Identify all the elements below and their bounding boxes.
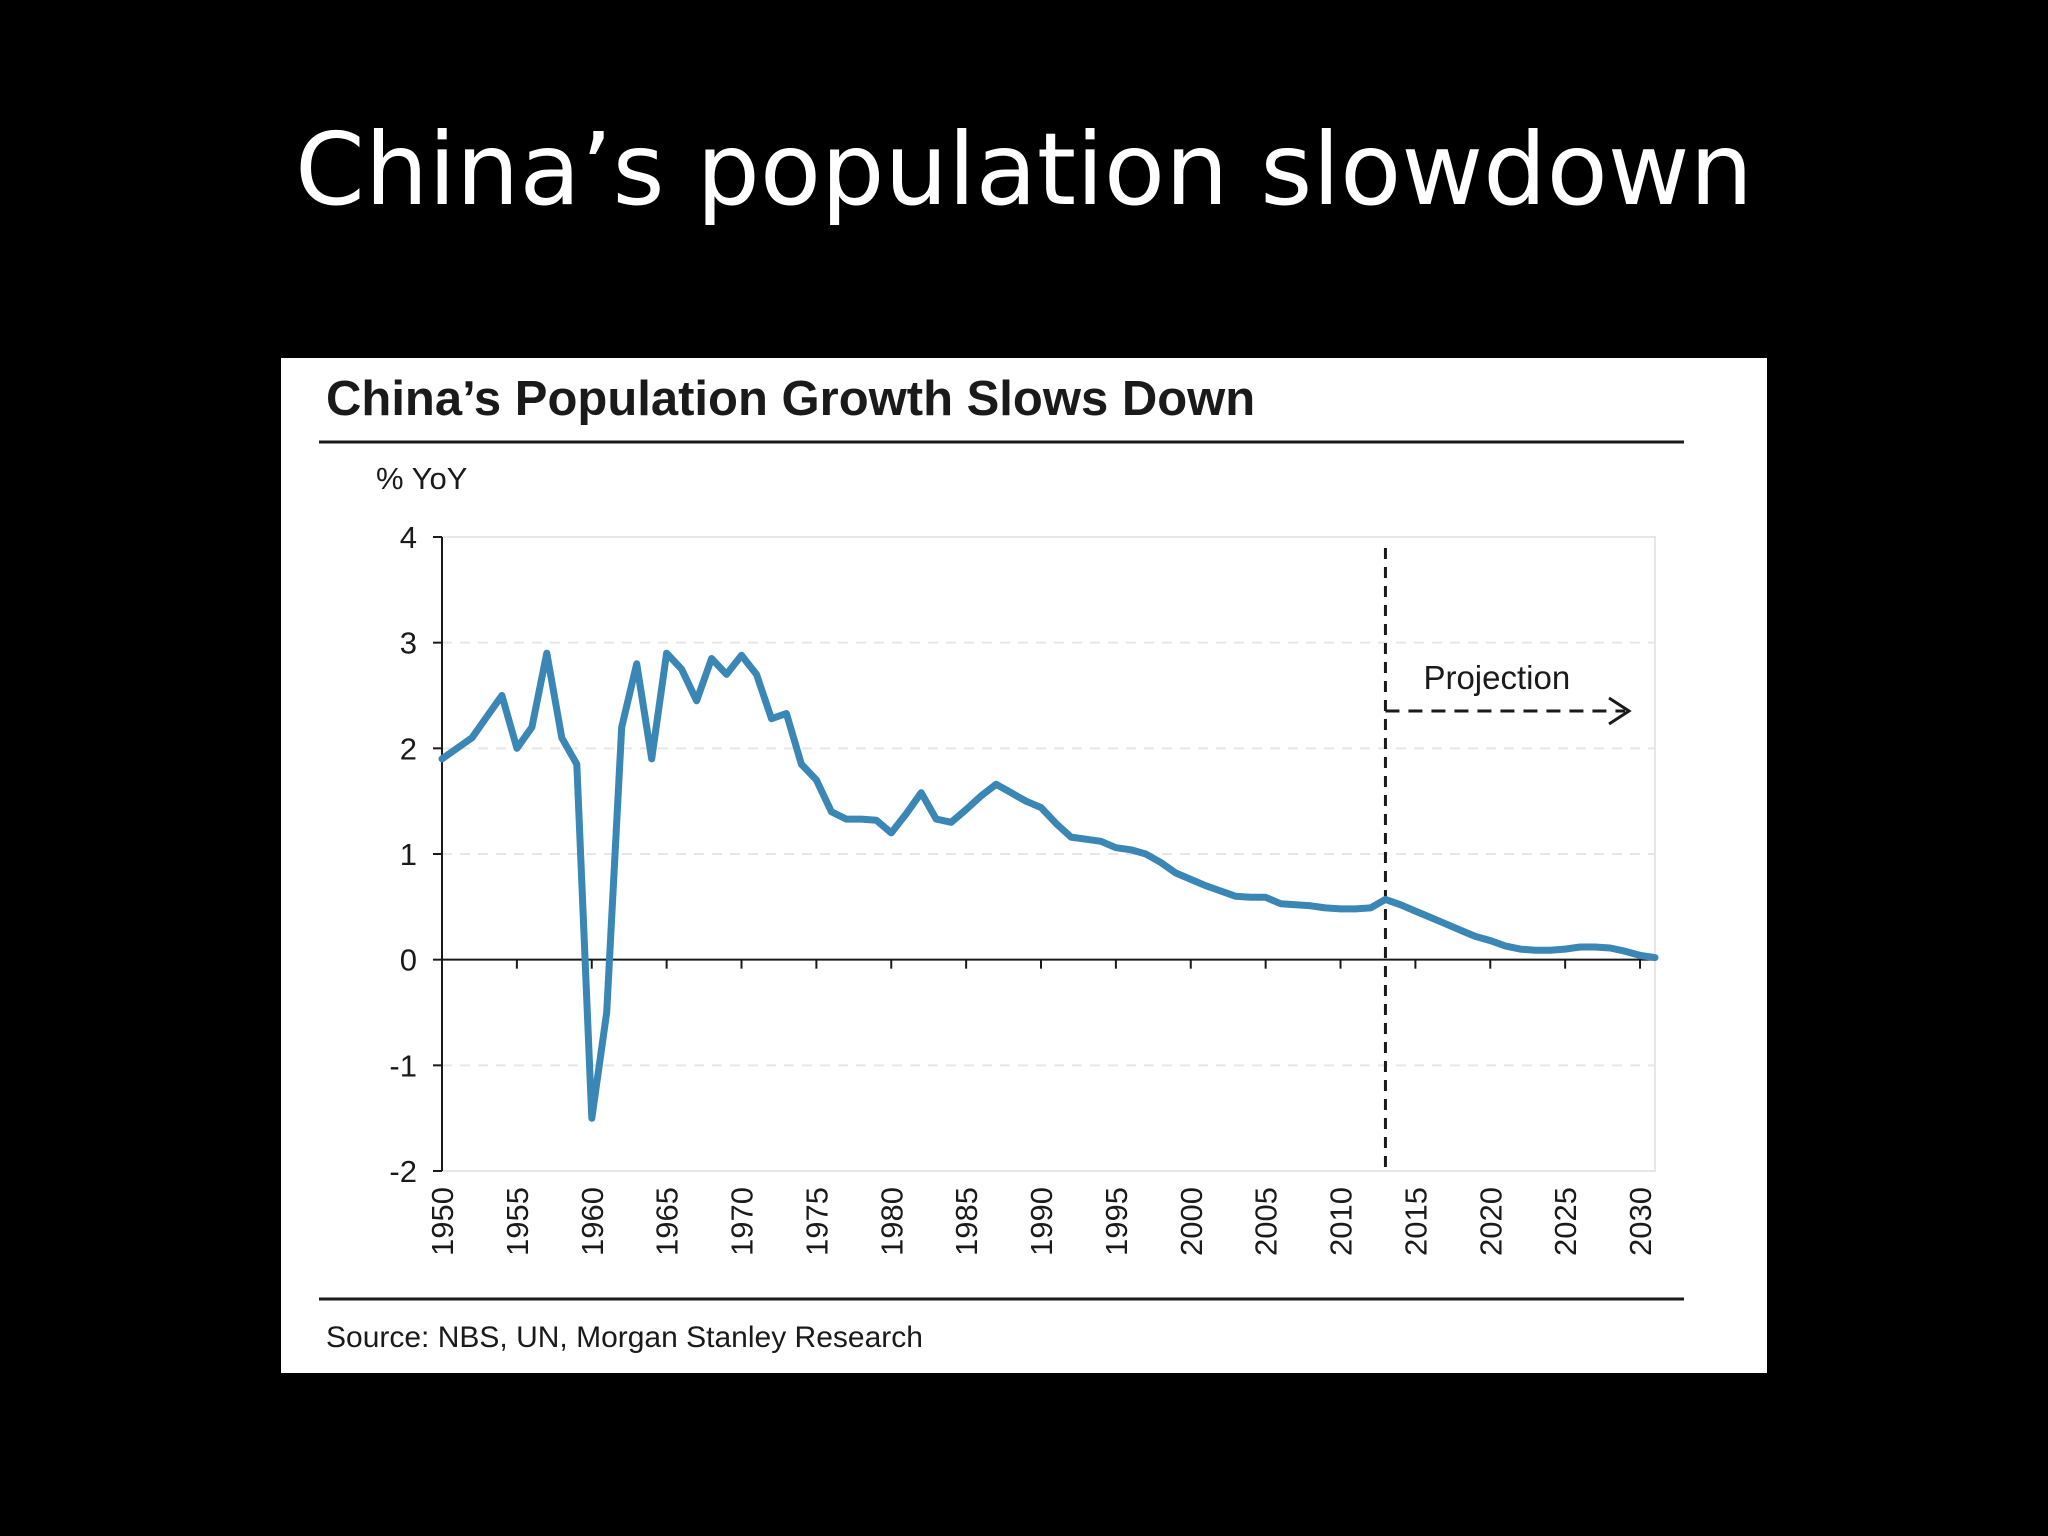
- y-tick-label: -1: [389, 1048, 417, 1083]
- y-tick-label: 1: [400, 837, 417, 872]
- x-tick-label: 2010: [1324, 1187, 1359, 1256]
- x-tick-label: 1970: [725, 1187, 760, 1256]
- projection-label: Projection: [1423, 659, 1570, 696]
- x-tick-label: 2020: [1473, 1187, 1508, 1256]
- x-tick-label: 1955: [500, 1187, 535, 1256]
- y-tick-label: -2: [389, 1154, 417, 1189]
- y-tick-label: 0: [400, 943, 417, 978]
- x-tick-label: 1965: [650, 1187, 685, 1256]
- source-note: Source: NBS, UN, Morgan Stanley Research: [326, 1321, 923, 1354]
- chart-panel: China’s Population Growth Slows Down % Y…: [281, 358, 1767, 1373]
- y-tick-label: 4: [400, 520, 417, 555]
- x-tick-label: 1950: [425, 1187, 460, 1256]
- y-unit-label: % YoY: [376, 461, 467, 496]
- x-tick-label: 1975: [799, 1187, 834, 1256]
- x-tick-label: 2015: [1398, 1187, 1433, 1256]
- x-tick-label: 2025: [1548, 1187, 1583, 1256]
- x-tick-label: 1980: [874, 1187, 909, 1256]
- population-growth-line: [438, 649, 1659, 1122]
- projection-arrow-head: [1608, 696, 1632, 726]
- y-tick-label: 2: [400, 731, 417, 766]
- chart-title: China’s Population Growth Slows Down: [326, 372, 1255, 426]
- population-growth-chart: China’s Population Growth Slows Down % Y…: [319, 372, 1684, 1354]
- y-tick-label: 3: [400, 626, 417, 661]
- slide-title: China’s population slowdown: [295, 111, 1753, 228]
- x-tick-label: 1985: [949, 1187, 984, 1256]
- x-tick-label: 2030: [1623, 1187, 1658, 1256]
- x-tick-label: 2000: [1174, 1187, 1209, 1256]
- x-tick-label: 2005: [1249, 1187, 1284, 1256]
- x-tick-label: 1990: [1024, 1187, 1059, 1256]
- x-tick-label: 1960: [575, 1187, 610, 1256]
- x-tick-label: 1995: [1099, 1187, 1134, 1256]
